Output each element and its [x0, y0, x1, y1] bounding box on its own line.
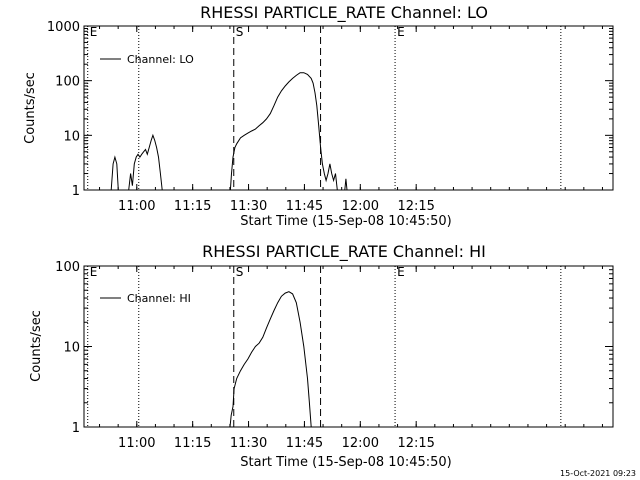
chart-title-lo: RHESSI PARTICLE_RATE Channel: LO — [200, 3, 488, 23]
x-tick-label: 12:00 — [342, 436, 379, 451]
y-axis-label-lo: Counts/sec — [23, 72, 38, 144]
x-axis-label-lo: Start Time (15-Sep-08 10:45:50) — [240, 214, 451, 229]
series-line-segment — [110, 155, 119, 191]
x-tick-label: 12:15 — [397, 199, 434, 214]
x-tick-label: 11:30 — [230, 199, 267, 214]
y-tick-label: 1 — [72, 184, 80, 199]
plot-frame-hi — [83, 265, 614, 428]
y-tick-label: 100 — [55, 75, 80, 90]
y-tick-label: 10 — [63, 341, 80, 356]
x-tick-label: 12:15 — [397, 436, 434, 451]
y-tick-label: 1000 — [47, 20, 80, 35]
marker-label-E: E — [90, 25, 98, 39]
series-line-segment — [128, 133, 163, 191]
x-axis-label-hi: Start Time (15-Sep-08 10:45:50) — [240, 455, 451, 470]
legend-label-hi: Channel: HI — [127, 292, 191, 305]
panel-hi: RHESSI PARTICLE_RATE Channel: HI E S E 11:… — [29, 242, 614, 470]
x-tick-label: 11:45 — [286, 436, 323, 451]
series-line-segment — [229, 291, 312, 428]
marker-label-S: S — [236, 25, 244, 39]
x-tick-label: 11:30 — [230, 436, 267, 451]
y-axis-label-hi: Counts/sec — [29, 310, 44, 382]
x-tick-label: 11:15 — [174, 436, 211, 451]
marker-label-E: E — [397, 25, 405, 39]
panel-lo: RHESSI PARTICLE_RATE Channel: LO E S E 11:… — [23, 3, 614, 229]
marker-label-S: S — [236, 265, 244, 279]
x-tick-label: 11:15 — [174, 199, 211, 214]
x-tick-label: 11:00 — [118, 199, 155, 214]
chart-title-hi: RHESSI PARTICLE_RATE Channel: HI — [202, 242, 486, 262]
footer-timestamp: 15-Oct-2021 09:23 — [560, 469, 636, 478]
series-line-segment — [229, 72, 338, 191]
y-tick-label: 10 — [63, 129, 80, 144]
x-tick-label: 11:45 — [286, 199, 323, 214]
marker-label-E: E — [397, 265, 405, 279]
series-line-segment — [344, 178, 348, 191]
plot-frame-lo — [83, 25, 614, 191]
marker-label-E: E — [90, 265, 98, 279]
x-tick-label: 11:00 — [118, 436, 155, 451]
y-tick-label: 1 — [72, 421, 80, 436]
x-tick-label: 12:00 — [342, 199, 379, 214]
legend-label-lo: Channel: LO — [127, 53, 194, 66]
y-tick-label: 100 — [55, 260, 80, 275]
